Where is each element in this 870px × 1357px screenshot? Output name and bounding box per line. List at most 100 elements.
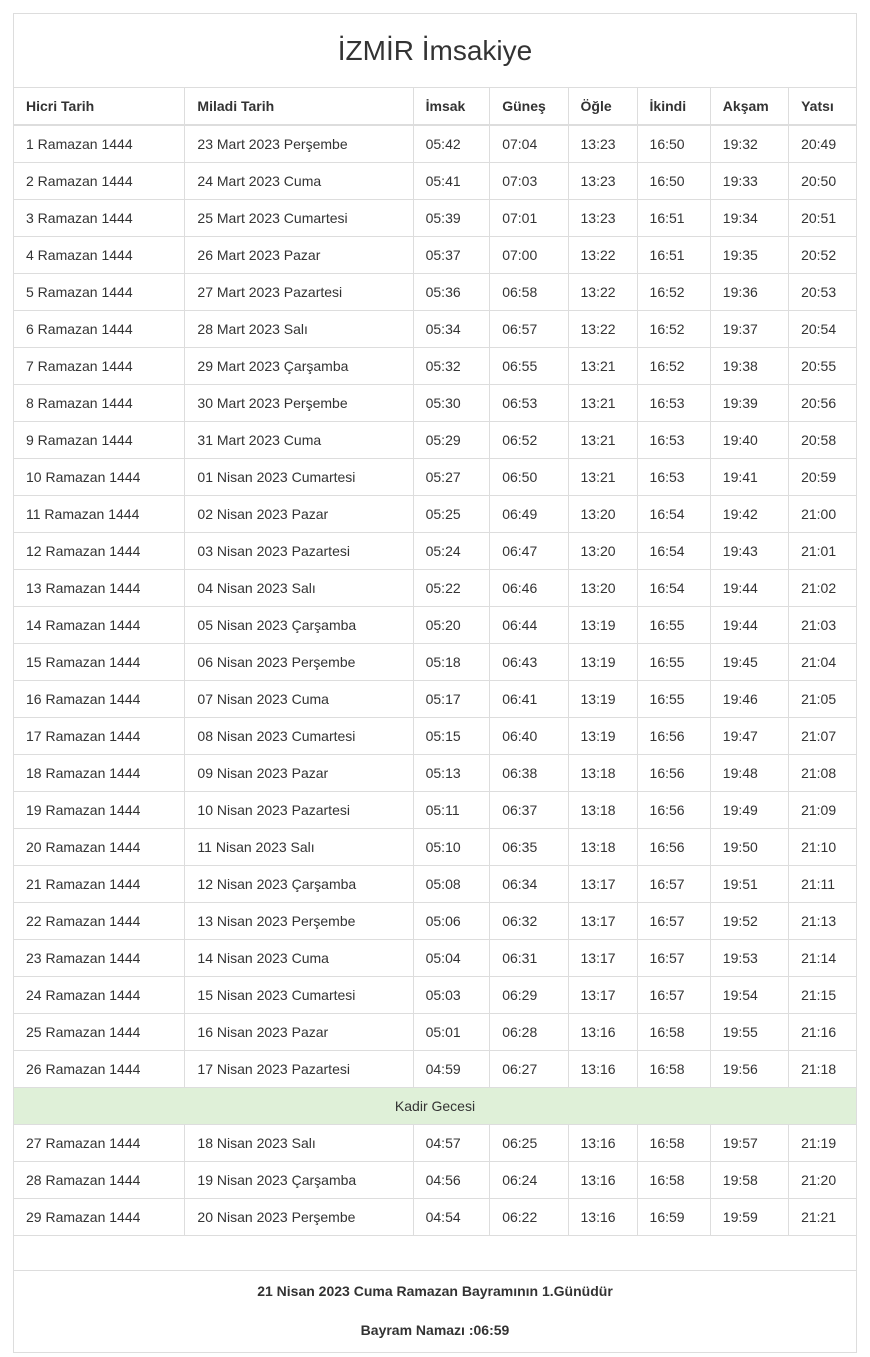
cell-ogle: 13:19 [567, 680, 638, 718]
cell-yatsi: 20:54 [788, 310, 856, 348]
table-row: 17 Ramazan 1444 08 Nisan 2023 Cumartesi 05… [14, 717, 856, 755]
cell-ikindi: 16:55 [636, 643, 711, 681]
cell-ikindi: 16:58 [636, 1013, 711, 1051]
cell-gunes: 06:52 [489, 421, 569, 459]
prayer-times-table: Hicri Tarih Miladi Tarih İmsak Güneş Öğl… [14, 88, 856, 1236]
cell-imsak: 05:39 [412, 199, 491, 237]
cell-ikindi: 16:53 [636, 384, 711, 422]
cell-gunes: 06:47 [489, 532, 569, 570]
cell-ikindi: 16:57 [636, 939, 711, 977]
cell-gunes: 06:57 [489, 310, 569, 348]
cell-imsak: 04:59 [412, 1050, 491, 1088]
table-row: 4 Ramazan 1444 26 Mart 2023 Pazar 05:37 07:… [14, 236, 856, 274]
cell-aksam: 19:48 [709, 754, 790, 792]
table-row: 23 Ramazan 1444 14 Nisan 2023 Cuma 05:04 06… [14, 939, 856, 977]
cell-hicri-tarih: 18 Ramazan 1444 [14, 754, 186, 792]
cell-gunes: 06:41 [489, 680, 569, 718]
cell-ogle: 13:22 [567, 273, 638, 311]
cell-gunes: 06:58 [489, 273, 569, 311]
cell-imsak: 05:29 [412, 421, 491, 459]
cell-imsak: 05:18 [412, 643, 491, 681]
cell-hicri-tarih: 19 Ramazan 1444 [14, 791, 186, 829]
cell-hicri-tarih: 28 Ramazan 1444 [14, 1161, 186, 1199]
cell-aksam: 19:56 [709, 1050, 790, 1088]
cell-aksam: 19:35 [709, 236, 790, 274]
cell-miladi-tarih: 19 Nisan 2023 Çarşamba [184, 1161, 414, 1199]
cell-imsak: 05:27 [412, 458, 491, 496]
cell-yatsi: 21:19 [788, 1124, 856, 1162]
cell-ikindi: 16:51 [636, 199, 711, 237]
cell-yatsi: 20:58 [788, 421, 856, 459]
table-row: 2 Ramazan 1444 24 Mart 2023 Cuma 05:41 07:0… [14, 162, 856, 200]
cell-gunes: 06:43 [489, 643, 569, 681]
cell-aksam: 19:40 [709, 421, 790, 459]
cell-yatsi: 21:00 [788, 495, 856, 533]
cell-hicri-tarih: 15 Ramazan 1444 [14, 643, 186, 681]
cell-yatsi: 21:05 [788, 680, 856, 718]
special-row-label: Kadir Gecesi [14, 1087, 856, 1125]
cell-gunes: 06:27 [489, 1050, 569, 1088]
cell-gunes: 06:25 [489, 1124, 569, 1162]
cell-ogle: 13:21 [567, 421, 638, 459]
table-row: 11 Ramazan 1444 02 Nisan 2023 Pazar 05:25 0… [14, 495, 856, 533]
cell-gunes: 06:24 [489, 1161, 569, 1199]
cell-ikindi: 16:56 [636, 717, 711, 755]
col-header-imsak: İmsak [412, 88, 491, 126]
table-row: 7 Ramazan 1444 29 Mart 2023 Çarşamba 05:32… [14, 347, 856, 385]
cell-aksam: 19:44 [709, 606, 790, 644]
cell-miladi-tarih: 23 Mart 2023 Perşembe [184, 124, 414, 163]
cell-aksam: 19:41 [709, 458, 790, 496]
cell-aksam: 19:33 [709, 162, 790, 200]
cell-imsak: 05:24 [412, 532, 491, 570]
cell-ogle: 13:19 [567, 717, 638, 755]
cell-imsak: 05:03 [412, 976, 491, 1014]
cell-gunes: 07:03 [489, 162, 569, 200]
cell-yatsi: 20:55 [788, 347, 856, 385]
cell-gunes: 06:50 [489, 458, 569, 496]
table-row: 16 Ramazan 1444 07 Nisan 2023 Cuma 05:17 06… [14, 680, 856, 718]
special-row: Kadir Gecesi [14, 1087, 856, 1125]
cell-gunes: 06:32 [489, 902, 569, 940]
col-header-yatsi: Yatsı [788, 88, 856, 126]
cell-imsak: 05:01 [412, 1013, 491, 1051]
cell-imsak: 05:04 [412, 939, 491, 977]
cell-ogle: 13:22 [567, 236, 638, 274]
cell-imsak: 05:06 [412, 902, 491, 940]
cell-aksam: 19:55 [709, 1013, 790, 1051]
cell-imsak: 05:32 [412, 347, 491, 385]
cell-miladi-tarih: 15 Nisan 2023 Cumartesi [184, 976, 414, 1014]
table-row: 28 Ramazan 1444 19 Nisan 2023 Çarşamba 04:… [14, 1161, 856, 1199]
cell-gunes: 06:31 [489, 939, 569, 977]
cell-ogle: 13:21 [567, 384, 638, 422]
cell-miladi-tarih: 31 Mart 2023 Cuma [184, 421, 414, 459]
cell-yatsi: 20:52 [788, 236, 856, 274]
cell-miladi-tarih: 03 Nisan 2023 Pazartesi [184, 532, 414, 570]
table-row: 6 Ramazan 1444 28 Mart 2023 Salı 05:34 06:5… [14, 310, 856, 348]
cell-yatsi: 20:59 [788, 458, 856, 496]
imsakiye-card: İZMİR İmsakiye Hicri Tarih Miladi Tarih … [13, 13, 857, 1353]
table-row: 10 Ramazan 1444 01 Nisan 2023 Cumartesi 05… [14, 458, 856, 496]
table-row: 21 Ramazan 1444 12 Nisan 2023 Çarşamba 05:… [14, 865, 856, 903]
cell-hicri-tarih: 26 Ramazan 1444 [14, 1050, 186, 1088]
cell-miladi-tarih: 01 Nisan 2023 Cumartesi [184, 458, 414, 496]
cell-ogle: 13:17 [567, 939, 638, 977]
table-row: 12 Ramazan 1444 03 Nisan 2023 Pazartesi 05… [14, 532, 856, 570]
cell-imsak: 04:54 [412, 1198, 491, 1236]
cell-yatsi: 20:49 [788, 124, 856, 163]
cell-miladi-tarih: 27 Mart 2023 Pazartesi [184, 273, 414, 311]
cell-yatsi: 21:16 [788, 1013, 856, 1051]
cell-hicri-tarih: 24 Ramazan 1444 [14, 976, 186, 1014]
cell-miladi-tarih: 06 Nisan 2023 Perşembe [184, 643, 414, 681]
cell-ogle: 13:23 [567, 162, 638, 200]
cell-ikindi: 16:52 [636, 310, 711, 348]
cell-ikindi: 16:57 [636, 865, 711, 903]
cell-aksam: 19:42 [709, 495, 790, 533]
cell-ikindi: 16:53 [636, 458, 711, 496]
cell-gunes: 07:00 [489, 236, 569, 274]
cell-yatsi: 21:13 [788, 902, 856, 940]
cell-ikindi: 16:54 [636, 532, 711, 570]
cell-imsak: 05:10 [412, 828, 491, 866]
cell-imsak: 05:34 [412, 310, 491, 348]
cell-aksam: 19:54 [709, 976, 790, 1014]
table-row: 24 Ramazan 1444 15 Nisan 2023 Cumartesi 05… [14, 976, 856, 1014]
